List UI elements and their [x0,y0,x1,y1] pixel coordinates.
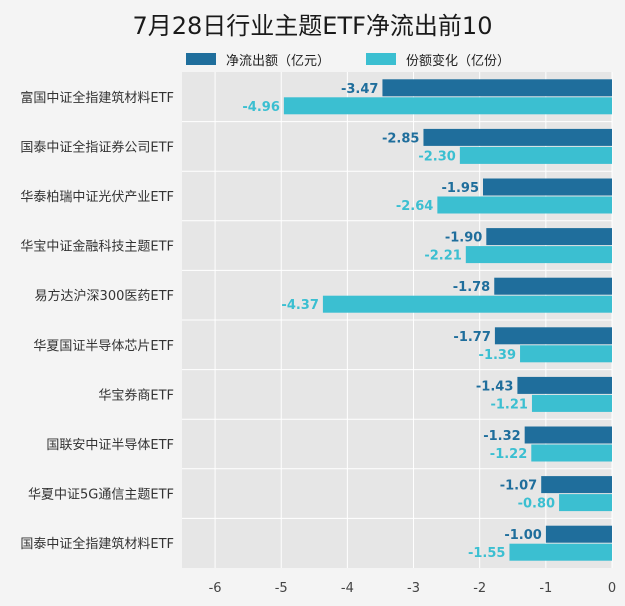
legend-label-share-change: 份额变化（亿份） [406,53,511,69]
value-label-net-outflow: -1.95 [442,181,479,196]
bar-share-change [531,444,612,462]
grid-lines [182,72,613,568]
bar-share-change [437,196,612,214]
value-label-net-outflow: -1.77 [453,330,490,345]
value-labels: -3.47 -4.96 -2.85 -2.30 -1.95 -2.64 -1.90 -2.21… [242,82,555,561]
bar-share-change [322,295,612,313]
value-label-net-outflow: -1.78 [453,280,490,295]
category-label: 富国中证全指建筑材料ETF [20,90,174,106]
x-tick-label: -4 [341,581,354,596]
bar-share-change [283,97,612,115]
chart-title: 7月28日行业主题ETF净流出前10 [132,12,493,40]
category-label: 华宝券商ETF [98,387,174,403]
x-tick-label: -1 [539,581,552,596]
value-label-net-outflow: -1.90 [445,231,482,246]
value-label-share-change: -4.96 [242,100,279,115]
legend-swatch-share-change [366,53,397,65]
bar-net-outflow [494,327,612,345]
category-label: 华泰柏瑞中证光伏产业ETF [20,190,174,205]
bar-net-outflow [517,376,612,394]
bar-share-change [559,494,612,512]
bar-net-outflow [423,128,612,146]
bar-net-outflow [541,476,612,494]
bar-net-outflow [494,277,612,295]
value-label-net-outflow: -1.07 [500,479,537,494]
value-label-share-change: -1.39 [479,348,516,363]
category-label: 华夏中证5G通信主题ETF [28,488,174,503]
value-label-share-change: -2.21 [424,249,461,264]
x-tick-label: -3 [407,581,420,596]
value-label-net-outflow: -1.32 [483,429,520,444]
x-tick-label: 0 [608,581,616,596]
x-axis-ticks: -6 -5 -4 -3 -2 -1 0 [209,581,617,596]
value-label-share-change: -1.21 [490,397,527,412]
bars [283,79,612,561]
value-label-net-outflow: -1.43 [476,379,513,394]
value-label-share-change: -2.64 [396,199,433,214]
category-label: 国泰中证全指证券公司ETF [20,139,174,155]
value-label-net-outflow: -1.00 [504,528,541,543]
value-label-share-change: -1.22 [490,447,527,462]
bar-share-change [531,394,612,412]
bar-share-change [459,146,612,164]
bar-net-outflow [545,525,612,543]
legend-item-share-change: 份额变化（亿份） [366,50,510,69]
category-label: 华宝中证金融科技主题ETF [20,239,174,255]
x-tick-label: -2 [473,581,486,596]
value-label-net-outflow: -2.85 [382,131,419,146]
value-label-share-change: -0.80 [518,497,555,512]
value-label-share-change: -2.30 [418,149,455,164]
bar-net-outflow [486,228,612,246]
bar-share-change [520,345,612,363]
chart-legend: 净流出额（亿元） 份额变化（亿份） [186,50,546,69]
category-label: 国联安中证半导体ETF [46,438,174,453]
value-label-net-outflow: -3.47 [341,82,378,97]
x-tick-label: -5 [275,581,288,596]
bar-share-change [465,246,612,264]
legend-label-net-outflow: 净流出额（亿元） [226,53,331,69]
legend-item-net-outflow: 净流出额（亿元） [186,50,330,69]
value-label-share-change: -4.37 [281,298,318,313]
x-tick-label: -6 [209,581,222,596]
legend-swatch-net-outflow [186,53,216,65]
value-label-share-change: -1.55 [468,546,505,561]
category-label: 易方达沪深300医药ETF [35,288,174,304]
category-label: 国泰中证全指建筑材料ETF [20,536,174,552]
category-labels: 富国中证全指建筑材料ETF 国泰中证全指证券公司ETF 华泰柏瑞中证光伏产业ETF 华… [20,90,174,552]
bar-net-outflow [483,178,612,196]
bar-net-outflow [382,79,612,97]
bar-net-outflow [524,426,612,444]
category-label: 华夏国证半导体芯片ETF [33,339,174,354]
bar-share-change [509,543,612,561]
